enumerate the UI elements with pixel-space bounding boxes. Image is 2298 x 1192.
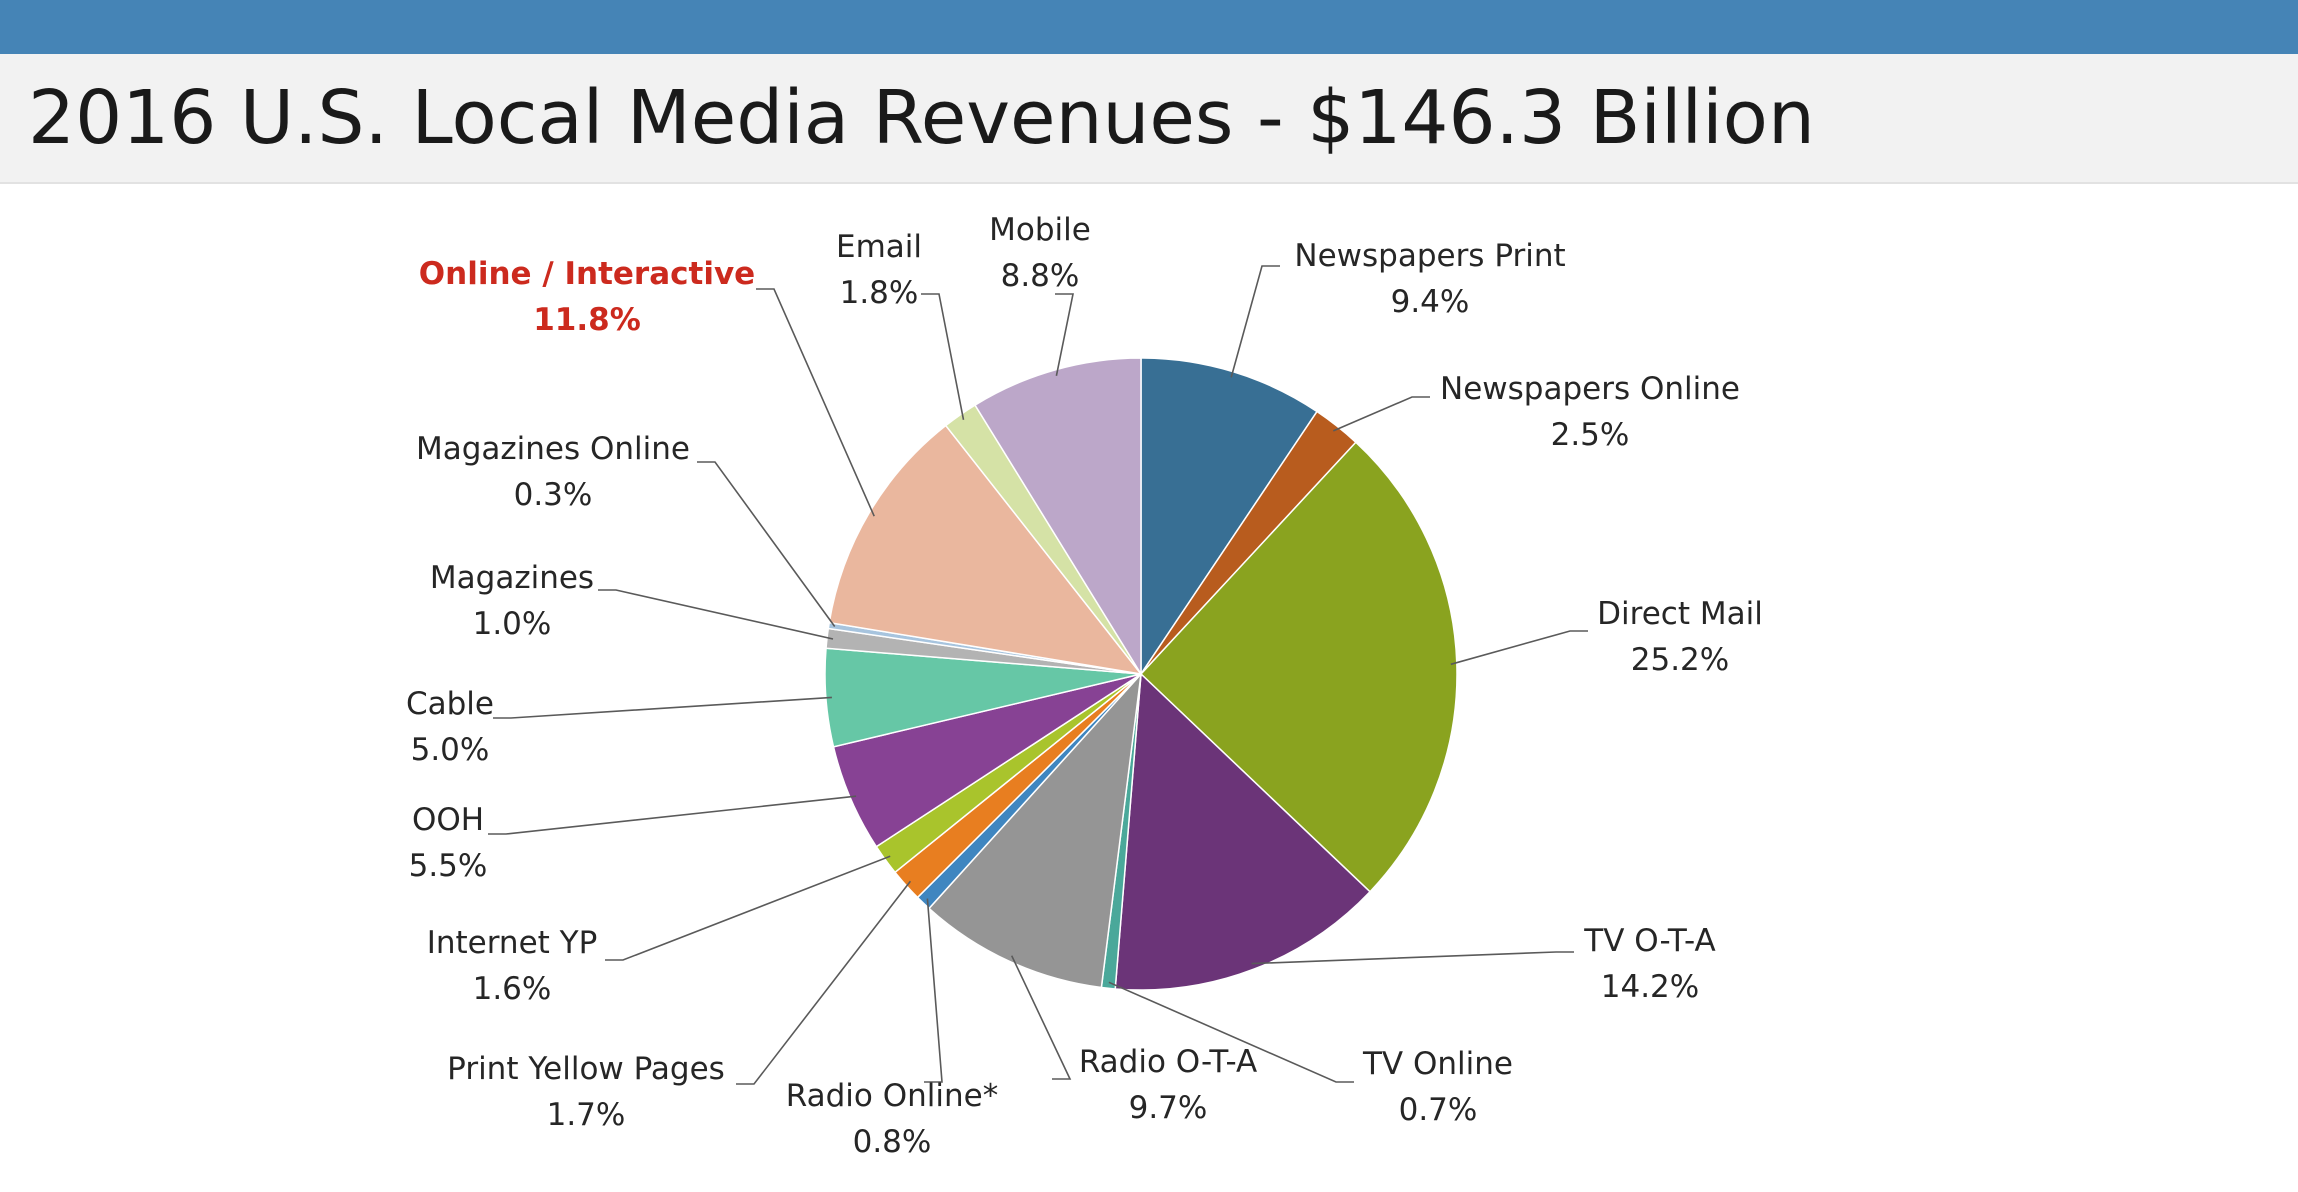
slice-radio-o-t-a [928, 671, 1143, 989]
label-magazines-online: Magazines Online [416, 431, 690, 467]
label-radio-online: Radio Online* [786, 1078, 998, 1114]
label-newspapers-print: Newspapers Print [1294, 238, 1565, 274]
value-label-newspapers-online: 2.5% [1551, 417, 1630, 453]
label-radio-o-t-a: Radio O-T-A [1079, 1044, 1257, 1080]
leader-line-radio-o-t-a [1010, 955, 1072, 1080]
leader-line-newspapers-online [1332, 396, 1430, 432]
leader-line-email [921, 293, 965, 420]
value-label-magazines: 1.0% [473, 606, 552, 642]
leader-line-newspapers-print [1230, 265, 1280, 378]
leader-line-tv-online [1108, 981, 1354, 1083]
label-print-yellow-pages: Print Yellow Pages [447, 1051, 725, 1087]
value-label-ooh: 5.5% [409, 848, 488, 884]
leader-lines [488, 265, 1588, 1085]
value-label-radio-online: 0.8% [853, 1124, 932, 1160]
value-label-tv-online: 0.7% [1399, 1092, 1478, 1128]
label-tv-online: TV Online [1362, 1046, 1513, 1082]
label-email: Email [836, 229, 922, 265]
title-band [0, 54, 2298, 184]
label-online-interactive: Online / Interactive [419, 256, 755, 292]
leader-line-radio-online [924, 898, 943, 1083]
leader-line-mobile [1055, 293, 1074, 376]
slice-direct-mail [1139, 441, 1458, 893]
data-labels: Newspapers Print 9.4% Newspapers Online 2.5… [406, 212, 1763, 1160]
leader-line-print-yellow-pages [736, 880, 912, 1085]
label-cable: Cable [406, 686, 494, 722]
slice-online-interactive [828, 424, 1143, 676]
value-label-internet-yp: 1.6% [473, 971, 552, 1007]
label-internet-yp: Internet YP [427, 925, 598, 961]
pie-chart: Newspapers Print 9.4% Newspapers Online 2.5… [406, 212, 1763, 1160]
label-tv-o-t-a: TV O-T-A [1583, 923, 1715, 959]
leader-line-ooh [488, 795, 857, 835]
leader-line-direct-mail [1450, 630, 1588, 666]
value-label-email: 1.8% [840, 275, 919, 311]
label-ooh: OOH [412, 802, 484, 838]
value-label-print-yellow-pages: 1.7% [547, 1097, 626, 1133]
label-mobile: Mobile [989, 212, 1091, 248]
leader-line-magazines-online [697, 461, 836, 627]
value-label-radio-o-t-a: 9.7% [1129, 1090, 1208, 1126]
leader-line-internet-yp [605, 855, 891, 961]
label-direct-mail: Direct Mail [1597, 596, 1763, 632]
leader-line-cable [493, 696, 832, 719]
page-title: 2016 U.S. Local Media Revenues - $146.3 … [28, 75, 1815, 161]
label-magazines: Magazines [430, 560, 594, 596]
value-label-newspapers-print: 9.4% [1391, 284, 1470, 320]
leader-line-magazines [598, 589, 834, 640]
value-label-tv-o-t-a: 14.2% [1601, 969, 1699, 1005]
value-label-cable: 5.0% [411, 732, 490, 768]
leader-line-tv-o-t-a [1251, 951, 1574, 965]
slice-mobile [974, 357, 1142, 677]
value-label-online-interactive: 11.8% [533, 302, 641, 338]
top-accent-bar [0, 0, 2298, 54]
leader-line-online-interactive [756, 288, 875, 517]
value-label-mobile: 8.8% [1001, 258, 1080, 294]
pie-slices [824, 357, 1458, 991]
value-label-magazines-online: 0.3% [514, 477, 593, 513]
label-newspapers-online: Newspapers Online [1440, 371, 1740, 407]
value-label-direct-mail: 25.2% [1631, 642, 1729, 678]
slice-tv-o-t-a [1114, 672, 1372, 991]
